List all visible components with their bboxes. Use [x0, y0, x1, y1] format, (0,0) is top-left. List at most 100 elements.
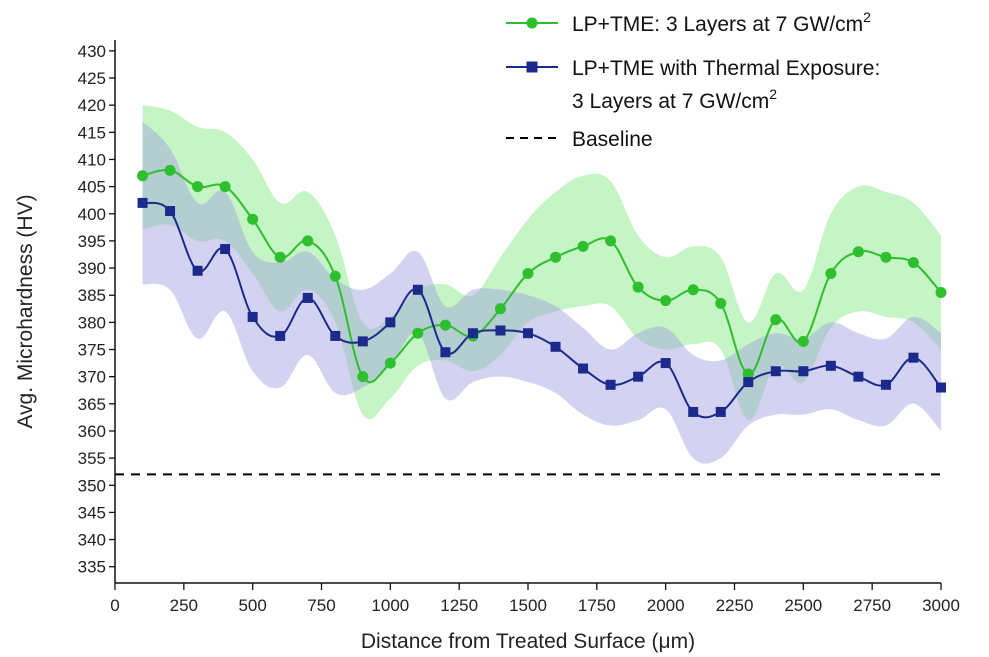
- legend-entry-lp-tme: LP+TME: 3 Layers at 7 GW/cm2: [506, 9, 871, 36]
- thermal-exposure-data-point-1900: [633, 371, 644, 382]
- thermal-exposure-data-point-900: [357, 336, 368, 347]
- y-tick-label-415: 415: [78, 123, 106, 142]
- thermal-exposure-data-point-100: [137, 197, 148, 208]
- thermal-exposure-data-point-1200: [440, 347, 451, 358]
- thermal-exposure-data-point-1400: [495, 325, 506, 336]
- thermal-exposure-data-point-2200: [715, 406, 726, 417]
- thermal-exposure-data-point-2300: [743, 377, 754, 388]
- thermal-exposure-data-point-1500: [523, 328, 533, 339]
- legend-label-thermal-sup: 2: [769, 86, 777, 102]
- lp-tme-data-point-1100: [412, 327, 424, 339]
- thermal-exposure-data-point-2000: [660, 358, 671, 369]
- lp-tme-data-point-1800: [605, 235, 617, 247]
- lp-tme-data-point-100: [137, 170, 149, 182]
- legend-label-lp-tme-sup: 2: [863, 9, 871, 25]
- lp-tme-data-point-3000: [935, 286, 947, 298]
- thermal-exposure-data-point-1100: [412, 284, 423, 295]
- lp-tme-data-point-2700: [852, 246, 864, 258]
- thermal-exposure-series-markers: [137, 197, 946, 417]
- y-tick-label-335: 335: [78, 558, 106, 577]
- lp-tme-confidence-band: [142, 105, 941, 421]
- lp-tme-data-point-1500: [522, 267, 534, 279]
- y-axis-title: Avg. Microhardness (HV): [14, 194, 37, 428]
- x-tick-label-3000: 3000: [922, 596, 960, 615]
- thermal-exposure-data-point-300: [192, 265, 203, 276]
- thermal-exposure-confidence-band: [142, 121, 941, 464]
- x-axis-ticks: 0 250 500 750 1000 1250 1500 1750 2000 2250 2500 27…: [110, 583, 960, 615]
- y-tick-label-425: 425: [78, 69, 106, 88]
- legend-label-lp-tme-text: LP+TME: 3 Layers at 7 GW/cm: [572, 13, 863, 36]
- thermal-exposure-data-point-800: [330, 330, 341, 341]
- legend-label-thermal-line1: LP+TME with Thermal Exposure:: [572, 57, 880, 80]
- legend-label-baseline: Baseline: [572, 128, 653, 151]
- legend-label-thermal-line2: 3 Layers at 7 GW/cm2: [572, 86, 777, 113]
- y-tick-label-405: 405: [78, 178, 106, 197]
- legend-label-lp-tme: LP+TME: 3 Layers at 7 GW/cm2: [572, 9, 871, 36]
- y-tick-label-340: 340: [78, 531, 106, 550]
- y-tick-label-410: 410: [78, 150, 106, 169]
- thermal-exposure-data-point-2500: [798, 366, 809, 377]
- lp-tme-data-point-2800: [880, 251, 892, 263]
- x-tick-label-0: 0: [110, 596, 119, 615]
- x-tick-label-1000: 1000: [371, 596, 409, 615]
- lp-tme-data-point-2200: [715, 297, 727, 309]
- x-tick-label-1250: 1250: [440, 596, 478, 615]
- y-tick-label-430: 430: [78, 42, 106, 61]
- thermal-exposure-data-point-500: [247, 311, 258, 322]
- lp-tme-data-point-1900: [632, 281, 644, 293]
- lp-tme-data-point-500: [247, 213, 259, 225]
- legend-entry-baseline: Baseline: [506, 128, 653, 151]
- x-axis-title: Distance from Treated Surface (μm): [361, 630, 695, 653]
- y-tick-label-400: 400: [78, 205, 106, 224]
- y-tick-label-365: 365: [78, 395, 106, 414]
- thermal-exposure-data-point-600: [275, 330, 286, 341]
- x-tick-label-1500: 1500: [509, 596, 547, 615]
- x-tick-label-2250: 2250: [716, 596, 754, 615]
- y-tick-label-375: 375: [78, 341, 106, 360]
- y-tick-label-355: 355: [78, 449, 106, 468]
- y-tick-label-360: 360: [78, 422, 106, 441]
- lp-tme-data-point-2900: [907, 257, 919, 269]
- legend-label-thermal-text: 3 Layers at 7 GW/cm: [572, 90, 769, 113]
- legend-swatch-lp-tme-marker: [526, 17, 538, 29]
- x-tick-label-1750: 1750: [578, 596, 616, 615]
- thermal-exposure-data-point-2400: [770, 366, 781, 377]
- thermal-exposure-data-point-1700: [578, 363, 589, 374]
- thermal-exposure-data-point-2900: [908, 352, 919, 363]
- thermal-exposure-data-point-2700: [853, 371, 864, 382]
- lp-tme-data-point-2300: [742, 368, 754, 380]
- y-tick-label-395: 395: [78, 232, 106, 251]
- lp-tme-data-point-300: [192, 181, 204, 193]
- thermal-exposure-data-point-400: [220, 244, 231, 255]
- x-tick-label-2000: 2000: [647, 596, 685, 615]
- thermal-exposure-data-point-1800: [605, 379, 616, 390]
- lp-tme-data-point-800: [329, 270, 341, 282]
- thermal-exposure-data-point-700: [302, 292, 313, 303]
- y-tick-label-350: 350: [78, 476, 106, 495]
- thermal-exposure-data-point-2800: [880, 379, 891, 390]
- lp-tme-data-point-2000: [660, 295, 672, 307]
- y-tick-label-420: 420: [78, 96, 106, 115]
- thermal-exposure-data-point-1300: [467, 328, 478, 339]
- lp-tme-data-point-1200: [439, 319, 451, 331]
- legend-entry-thermal-exposure: LP+TME with Thermal Exposure: 3 Layers a…: [506, 57, 880, 113]
- y-tick-label-385: 385: [78, 286, 106, 305]
- thermal-exposure-data-point-1600: [550, 341, 561, 352]
- lp-tme-data-point-2100: [687, 284, 699, 296]
- lp-tme-data-point-1700: [577, 240, 589, 252]
- x-tick-label-750: 750: [307, 596, 335, 615]
- x-tick-label-2750: 2750: [853, 596, 891, 615]
- legend-swatch-thermal-marker: [526, 61, 538, 73]
- lp-tme-data-point-600: [274, 251, 286, 263]
- legend: LP+TME: 3 Layers at 7 GW/cm2 LP+TME with…: [506, 9, 880, 151]
- lp-tme-data-point-700: [302, 235, 314, 247]
- x-tick-label-250: 250: [170, 596, 198, 615]
- y-tick-label-370: 370: [78, 368, 106, 387]
- y-tick-label-380: 380: [78, 313, 106, 332]
- lp-tme-data-point-400: [219, 181, 231, 193]
- y-tick-label-390: 390: [78, 259, 106, 278]
- lp-tme-data-point-2500: [797, 335, 809, 347]
- lp-tme-data-point-2600: [825, 267, 837, 279]
- lp-tme-data-point-1400: [494, 303, 506, 315]
